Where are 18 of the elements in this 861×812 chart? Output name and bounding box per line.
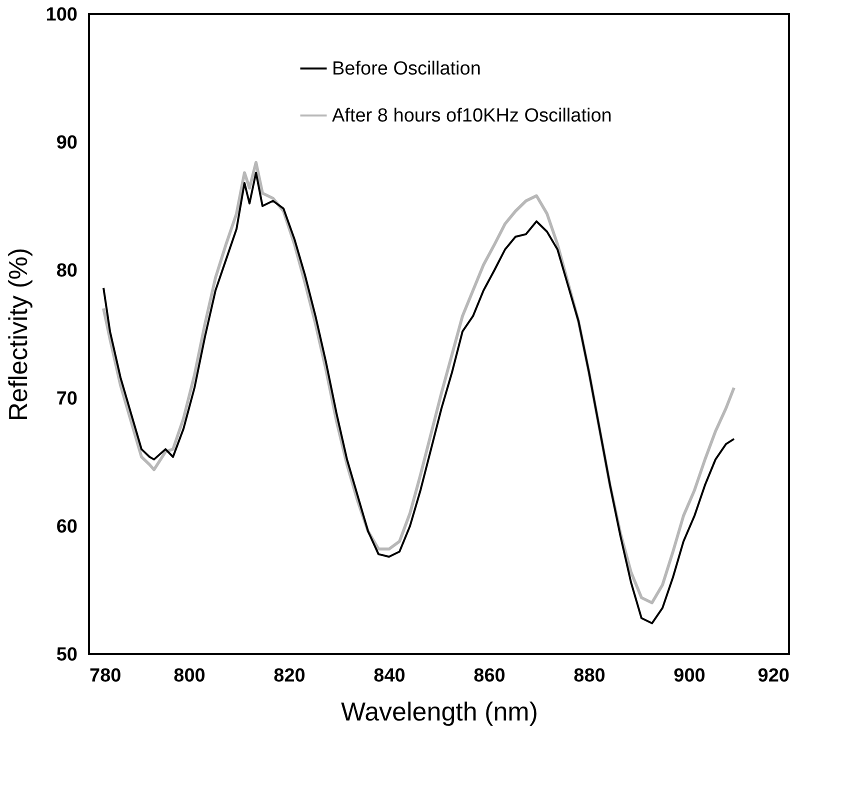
- y-tick-label: 80: [56, 260, 78, 282]
- x-tick-label: 780: [90, 666, 122, 686]
- x-axis-title: Wavelength (nm): [341, 696, 538, 726]
- x-tick-label: 860: [474, 666, 506, 686]
- x-tick-label: 900: [674, 666, 706, 686]
- y-axis-title: Reflectivity (%): [2, 248, 33, 422]
- x-tick-label: 820: [274, 666, 306, 686]
- y-tick-label: 50: [56, 644, 78, 666]
- x-tick-label: 880: [574, 666, 606, 686]
- y-tick-label: 100: [46, 4, 78, 26]
- y-tick-label: 90: [56, 132, 78, 154]
- y-tick-label: 70: [56, 388, 78, 410]
- legend-label: After 8 hours of10KHz Oscillation: [332, 106, 612, 126]
- y-tick-label: 60: [56, 516, 78, 538]
- x-tick-label: 840: [374, 666, 406, 686]
- x-tick-label: 800: [174, 666, 206, 686]
- x-tick-label: 920: [758, 666, 790, 686]
- legend-label: Before Oscillation: [332, 58, 481, 80]
